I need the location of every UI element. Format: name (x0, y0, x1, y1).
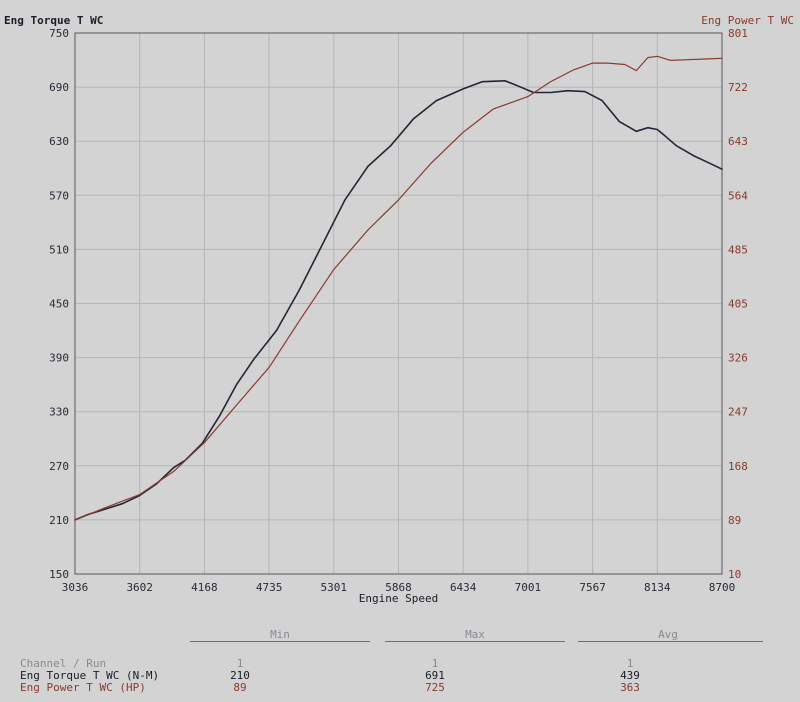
header-avg: Avg (658, 628, 678, 641)
y-left-tick-label: 150 (49, 568, 69, 581)
y-right-tick-label: 247 (728, 406, 748, 419)
x-axis-title: Engine Speed (359, 592, 438, 605)
chart-series (74, 55, 723, 521)
y-left-tick-label: 510 (49, 243, 69, 256)
header-rule-max (385, 641, 565, 642)
header-rule-min (190, 641, 370, 642)
cell-max: 691 (425, 669, 445, 682)
x-tick-label: 5868 (385, 581, 412, 594)
y-left-tick-label: 450 (49, 298, 69, 311)
chart-grid (74, 32, 723, 575)
y-right-tick-label: 564 (728, 189, 748, 202)
row-label: Eng Power T WC (HP) (20, 681, 146, 694)
y-left-tick-label: 690 (49, 81, 69, 94)
header-max: Max (465, 628, 485, 641)
y-right-tick-label: 643 (728, 135, 748, 148)
table-row-power: Eng Power T WC (HP) 89 725 363 (0, 681, 800, 694)
y-left-title: Eng Torque T WC (4, 14, 103, 27)
row-label: Channel / Run (20, 657, 107, 670)
y-right-tick-label: 801 (728, 27, 748, 40)
y-left-tick-label: 630 (49, 135, 69, 148)
power-series-line (74, 55, 723, 521)
chart-axes (74, 32, 723, 575)
x-tick-label: 4168 (191, 581, 218, 594)
x-tick-label: 7001 (515, 581, 542, 594)
header-rule-avg (578, 641, 763, 642)
cell-avg: 363 (620, 681, 640, 694)
y-right-tick-label: 722 (728, 81, 748, 94)
cell-min: 210 (230, 669, 250, 682)
torque-series-line (74, 80, 723, 521)
y-right-tick-label: 485 (728, 243, 748, 256)
table-row-channel: Channel / Run 1 1 1 (0, 657, 800, 670)
y-left-tick-label: 390 (49, 352, 69, 365)
x-tick-label: 8134 (644, 581, 671, 594)
cell-min: 89 (233, 681, 247, 694)
y-left-tick-label: 210 (49, 514, 69, 527)
x-tick-label: 7567 (579, 581, 606, 594)
y-left-tick-label: 270 (49, 460, 69, 473)
cell-max: 1 (431, 657, 439, 670)
dyno-chart: 3036 3602 4168 4735 5301 5868 6434 7001 7567 8134… (4, 14, 794, 605)
y-left-tick-label: 570 (49, 189, 69, 202)
y-right-tick-label: 326 (728, 352, 748, 365)
cell-min: 1 (236, 657, 244, 670)
y-right-tick-label: 89 (728, 514, 741, 527)
plot-frame (74, 32, 723, 575)
x-tick-label: 3036 (62, 581, 89, 594)
table-row-torque: Eng Torque T WC (N-M) 210 691 439 (0, 669, 800, 682)
stats-table: Min Max Avg Channel / Run 1 1 1 Eng Torq… (0, 622, 800, 702)
x-tick-label: 5301 (321, 581, 348, 594)
cell-avg: 1 (626, 657, 634, 670)
y-left-tick-label: 330 (49, 406, 69, 419)
y-right-title: Eng Power T WC (701, 14, 794, 27)
header-min: Min (270, 628, 290, 641)
x-tick-label: 8700 (709, 581, 736, 594)
x-tick-label: 3602 (126, 581, 153, 594)
y-left-tick-label: 750 (49, 27, 69, 40)
chart-labels: 3036 3602 4168 4735 5301 5868 6434 7001 7567 8134… (4, 14, 794, 605)
cell-avg: 439 (620, 669, 640, 682)
y-right-tick-label: 405 (728, 298, 748, 311)
y-right-tick-label: 10 (728, 568, 741, 581)
row-label: Eng Torque T WC (N-M) (20, 669, 160, 682)
x-tick-label: 6434 (450, 581, 477, 594)
y-right-tick-label: 168 (728, 460, 748, 473)
x-tick-label: 4735 (256, 581, 283, 594)
cell-max: 725 (425, 681, 445, 694)
